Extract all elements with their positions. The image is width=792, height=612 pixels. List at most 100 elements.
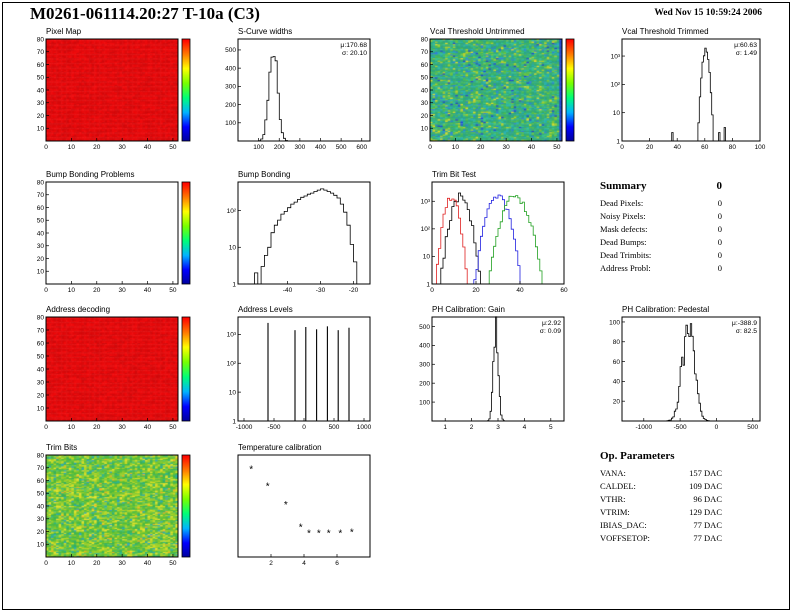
heatmap-cells: [46, 39, 178, 141]
svg-text:1000: 1000: [357, 424, 372, 431]
svg-text:40: 40: [37, 230, 45, 237]
chart-title: PH Calibration: Gain: [432, 305, 505, 314]
row-label: VTRIM:: [600, 507, 630, 517]
chart-title: S-Curve widths: [238, 27, 293, 36]
svg-text:30: 30: [119, 560, 127, 567]
summary-title: Summary: [600, 180, 647, 192]
svg-text:2: 2: [269, 560, 273, 567]
chart-plot: -1000 -500 0 500 1000 1 10 10² 10³: [227, 316, 372, 431]
svg-text:20: 20: [37, 529, 45, 536]
svg-text:*: *: [350, 528, 354, 539]
op-parameter-row: VTRIM: 129 DAC: [600, 506, 722, 519]
svg-text:10: 10: [37, 269, 45, 276]
svg-text:10: 10: [421, 126, 429, 133]
row-value: 0: [717, 250, 722, 260]
summary-row: Dead Pixels: 0: [600, 197, 722, 210]
chart-title: Temperature calibration: [238, 443, 322, 452]
svg-text:1: 1: [426, 281, 430, 288]
op-parameter-row: IBIAS_DAC: 77 DAC: [600, 519, 722, 532]
svg-text:0: 0: [44, 287, 48, 294]
svg-text:100: 100: [609, 319, 620, 326]
svg-text:10²: 10²: [227, 208, 237, 215]
svg-text:20: 20: [646, 144, 654, 151]
chart-address-decoding: Address decoding 0 10 20 30 40 50 10 20 30 40 50 60…: [24, 304, 204, 436]
svg-text:30: 30: [37, 243, 45, 250]
row-value: 0: [717, 211, 722, 221]
svg-text:40: 40: [528, 144, 536, 151]
summary-row: Mask defects: 0: [600, 223, 722, 236]
row-value: 109 DAC: [689, 481, 722, 491]
svg-text:70: 70: [37, 192, 45, 199]
chart-bump-bonding: Bump Bonding -40 -30 -20 1 10 10²: [214, 169, 376, 299]
svg-text:4: 4: [302, 560, 306, 567]
op-parameters-panel: Op. Parameters VANA: 157 DAC CALDEL: 109 DA…: [600, 450, 722, 545]
summary-row: Dead Trimbits: 0: [600, 249, 722, 262]
svg-text:20: 20: [37, 113, 45, 120]
svg-text:μ:2.92: μ:2.92: [542, 320, 561, 327]
svg-text:100: 100: [755, 144, 766, 151]
summary-row: Noisy Pixels: 0: [600, 210, 722, 223]
timestamp: Wed Nov 15 10:59:24 2006: [654, 8, 762, 18]
svg-text:σ: 82.5: σ: 82.5: [736, 328, 757, 335]
svg-text:0: 0: [44, 560, 48, 567]
svg-text:0: 0: [715, 424, 719, 431]
colorbar: [182, 182, 190, 284]
svg-text:60: 60: [560, 287, 568, 294]
svg-text:10: 10: [423, 254, 431, 261]
svg-text:500: 500: [329, 424, 340, 431]
svg-text:20: 20: [93, 560, 101, 567]
svg-text:500: 500: [336, 144, 347, 151]
svg-text:4: 4: [523, 424, 527, 431]
svg-text:40: 40: [37, 503, 45, 510]
row-value: 0: [717, 224, 722, 234]
svg-text:0: 0: [620, 144, 624, 151]
svg-text:300: 300: [419, 362, 430, 369]
svg-text:0: 0: [44, 424, 48, 431]
svg-text:20: 20: [37, 392, 45, 399]
chart-vcal-threshold-trimmed: Vcal Threshold Trimmed 0 20 40 60 80 100 1 10 10…: [598, 26, 766, 156]
op-parameter-row: VOFFSETOP: 77 DAC: [600, 532, 722, 545]
svg-text:10³: 10³: [227, 332, 237, 339]
svg-text:20: 20: [93, 424, 101, 431]
svg-text:40: 40: [37, 366, 45, 373]
svg-text:40: 40: [144, 424, 152, 431]
op-parameters-header: Op. Parameters: [600, 450, 722, 462]
svg-text:-500: -500: [267, 424, 280, 431]
svg-text:30: 30: [119, 424, 127, 431]
svg-text:100: 100: [419, 399, 430, 406]
chart-title: Address decoding: [46, 305, 111, 314]
colorbar: [182, 39, 190, 141]
svg-text:40: 40: [144, 287, 152, 294]
row-label: IBIAS_DAC:: [600, 520, 647, 530]
chart-plot: 0 10 20 30 40 50 10 20 30 40 50 60 70 80: [37, 179, 191, 294]
svg-text:50: 50: [37, 218, 45, 225]
row-value: 77 DAC: [693, 520, 722, 530]
colorbar: [566, 39, 574, 141]
chart-title: Vcal Threshold Untrimmed: [430, 27, 525, 36]
svg-text:-20: -20: [349, 287, 359, 294]
svg-text:100: 100: [253, 144, 264, 151]
svg-text:μ:170.68: μ:170.68: [340, 42, 367, 49]
row-value: 0: [717, 237, 722, 247]
svg-text:10²: 10²: [227, 361, 237, 368]
svg-text:50: 50: [169, 287, 177, 294]
svg-text:100: 100: [225, 120, 236, 127]
svg-text:-1000: -1000: [236, 424, 253, 431]
summary-rows: Dead Pixels: 0 Noisy Pixels: 0 Mask defects:…: [600, 197, 722, 275]
svg-text:400: 400: [225, 65, 236, 72]
summary-panel: Summary 0 Dead Pixels: 0 Noisy Pixels: 0 Mas…: [600, 180, 722, 275]
svg-text:10: 10: [68, 560, 76, 567]
svg-text:50: 50: [421, 75, 429, 82]
chart-temperature-calibration: Temperature calibration * * * * * * * * * 2 4 6: [214, 442, 376, 572]
svg-text:μ:60.63: μ:60.63: [734, 42, 757, 49]
svg-text:50: 50: [37, 491, 45, 498]
svg-text:70: 70: [37, 49, 45, 56]
row-label: VOFFSETOP:: [600, 533, 650, 543]
chart-plot: -1000 -500 0 500 20 40 60 80 100 μ:-388.9σ: 82.5: [609, 316, 761, 431]
svg-text:70: 70: [421, 49, 429, 56]
svg-text:20: 20: [472, 287, 480, 294]
svg-text:*: *: [317, 529, 321, 540]
svg-text:20: 20: [613, 398, 621, 405]
svg-text:70: 70: [37, 327, 45, 334]
svg-text:20: 20: [37, 256, 45, 263]
